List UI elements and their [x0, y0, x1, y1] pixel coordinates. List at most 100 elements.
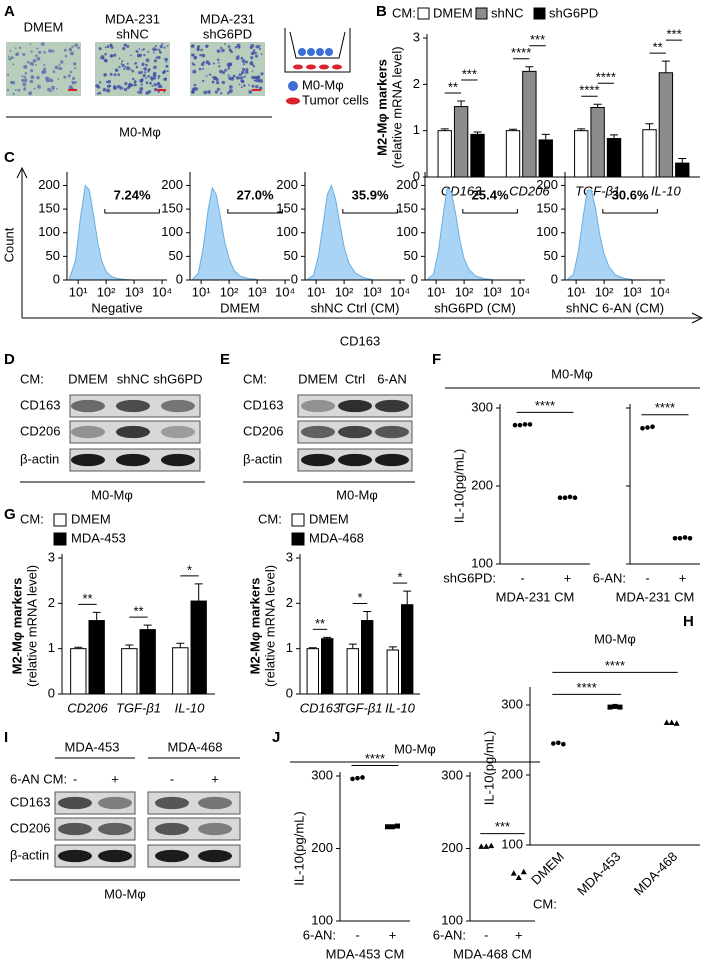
- image-label: MDA-231: [105, 11, 160, 26]
- x-tick-label: 10⁴: [152, 284, 172, 299]
- micrograph-cell: [160, 85, 163, 88]
- bar: [437, 130, 452, 178]
- error-bar: [473, 131, 482, 135]
- micrograph-cell: [240, 72, 243, 75]
- micrograph-cell: [215, 78, 219, 82]
- micrograph-cell: [40, 42, 45, 47]
- micrograph-cell: [116, 84, 121, 89]
- bar: [172, 647, 189, 695]
- legend-label: M0-Mφ: [302, 77, 344, 92]
- x-axis-title: DMEM: [220, 300, 260, 315]
- x-tick-label: -: [520, 570, 524, 585]
- micrograph-cell: [48, 48, 53, 53]
- error-bar: [645, 123, 654, 130]
- y-axis-title: (relative mRNA level): [24, 565, 39, 687]
- micrograph-cell: [21, 75, 24, 78]
- caption: M0-Mφ: [336, 487, 378, 502]
- significance-label: *: [357, 590, 362, 605]
- dot: [557, 495, 563, 501]
- micrograph-cell: [71, 45, 74, 48]
- legend-prefix: CM:: [392, 5, 416, 20]
- x-axis-title: shG6PD (CM): [434, 300, 516, 315]
- micrograph-cell: [250, 60, 253, 63]
- x-axis-title: MDA-468 CM: [453, 946, 532, 961]
- x-tick-label: +: [679, 570, 687, 585]
- blot-band: [338, 453, 372, 467]
- micrograph-cell: [238, 73, 242, 77]
- micrograph-cell: [60, 60, 64, 64]
- panel-letter: I: [4, 729, 8, 746]
- micrograph-cell: [55, 87, 58, 90]
- micrograph-cell: [251, 75, 255, 80]
- micrograph-cell: [255, 85, 259, 89]
- x-tick-label: -: [645, 570, 649, 585]
- panel-letter: J: [272, 729, 280, 746]
- blot-band: [161, 399, 195, 413]
- dot: [645, 425, 650, 430]
- micrograph-cell: [101, 57, 105, 60]
- micrograph-cell: [164, 57, 169, 62]
- y-tick-label: 200: [311, 840, 333, 855]
- micrograph-cell: [153, 76, 157, 80]
- x-tick-label: 10³: [623, 284, 642, 299]
- micrograph-cell: [228, 48, 232, 52]
- histogram: [192, 186, 258, 281]
- bar: [190, 600, 207, 695]
- x-tick-label: 10²: [97, 284, 116, 299]
- micrograph-cell: [205, 45, 208, 49]
- micrograph-cell: [130, 68, 132, 71]
- y-tick-label: 200: [396, 177, 418, 192]
- lane-label: Ctrl: [345, 371, 365, 386]
- micrograph-cell: [43, 64, 46, 67]
- micrograph-cell: [242, 63, 246, 66]
- micrograph-cell: [6, 88, 10, 92]
- micrograph-cell: [242, 67, 246, 72]
- significance-label: ****: [596, 70, 616, 85]
- x-axis-title: shNC Ctrl (CM): [311, 300, 400, 315]
- x-tick-label: 10⁴: [275, 284, 295, 299]
- x-tick-label: IL-10: [651, 183, 681, 198]
- micrograph-cell: [121, 64, 125, 68]
- micrograph-cell: [201, 53, 206, 58]
- dot: [517, 422, 523, 428]
- blot-band: [155, 849, 189, 863]
- legend-icon: [288, 81, 298, 91]
- micrograph-cell: [166, 70, 169, 73]
- cell-icon: [293, 64, 303, 70]
- micrograph-cell: [228, 62, 233, 67]
- micrograph-cell: [123, 67, 126, 71]
- blot-band: [198, 849, 232, 863]
- micrograph-cell: [23, 78, 28, 83]
- micrograph-cell: [157, 55, 161, 60]
- micrograph-cell: [241, 76, 244, 79]
- micrograph-cell: [124, 65, 127, 68]
- gate: [104, 209, 160, 214]
- micrograph-cell: [227, 92, 230, 95]
- lane-prefix: 6-AN CM:: [10, 771, 67, 786]
- micrograph-cell: [140, 71, 144, 74]
- significance-label: ***: [462, 66, 477, 81]
- micrograph-cell: [201, 67, 205, 70]
- micrograph-cell: [71, 76, 76, 80]
- dot: [395, 823, 400, 829]
- micrograph-cell: [32, 58, 37, 63]
- micrograph-cell: [163, 46, 166, 49]
- micrograph-cell: [196, 47, 200, 51]
- x-tick-label: CD206: [67, 700, 108, 715]
- micrograph-cell: [252, 49, 256, 52]
- x-axis-title: Negative: [91, 300, 142, 315]
- dot: [488, 842, 495, 849]
- micrograph-cell: [194, 87, 199, 91]
- x-tick-label: MDA-468: [631, 849, 680, 898]
- micrograph-cell: [143, 53, 146, 57]
- x-axis-prefix: CM:: [533, 896, 557, 911]
- bar: [139, 629, 156, 695]
- insert: [289, 31, 346, 59]
- bar: [361, 620, 374, 695]
- blot-band: [301, 425, 335, 439]
- micrograph-cell: [211, 80, 215, 84]
- y-axis-title: IL-10(pg/mL): [291, 811, 306, 885]
- dot: [360, 775, 365, 780]
- x-tick-label: 10³: [125, 284, 144, 299]
- y-tick-label: 1: [286, 640, 293, 655]
